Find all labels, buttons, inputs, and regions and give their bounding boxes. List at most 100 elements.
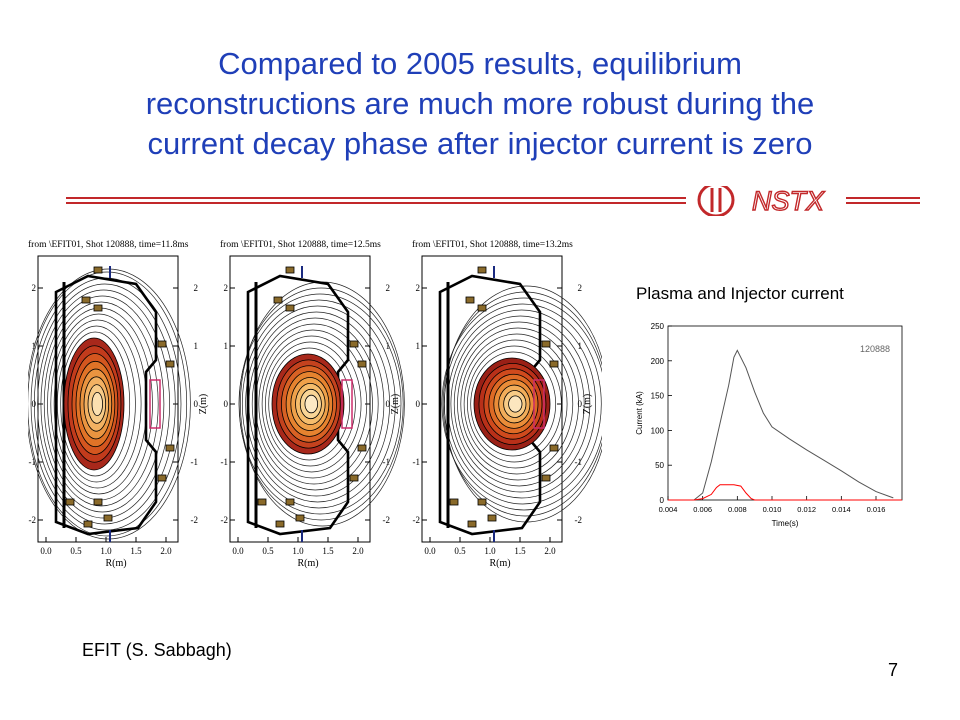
- efit-ytick-label-right: 1: [194, 341, 199, 351]
- slide-title: Compared to 2005 results, equilibrium re…: [40, 44, 920, 164]
- coil-icon: [103, 514, 113, 522]
- coil-icon: [285, 304, 295, 312]
- efit-xtick-label: 0.5: [262, 546, 274, 556]
- efit-plot: 2 21 10 0-1 -1-2 -20.0 0.5 1.0 1.5 2.0R(m)Z(m): [413, 255, 602, 569]
- efit-ytick-label: 0: [416, 399, 421, 409]
- current-plot-title: Plasma and Injector current: [636, 284, 844, 303]
- plasma-current-line: [668, 349, 894, 501]
- efit-plot: 2 21 10 0-1 -1-2 -20.0 0.5 1.0 1.5 2.0R(m)Z(m): [221, 255, 405, 569]
- coil-icon: [93, 304, 103, 312]
- current-chart-svg: 0 50 100 150 200 250 0.004 0.006 0.008 0.010 0.012…: [635, 322, 903, 528]
- efit-ytick-label: 1: [224, 341, 229, 351]
- vessel-wall: [54, 274, 158, 536]
- efit-ytick-label-right: -2: [575, 515, 583, 525]
- plasma-contours: [63, 337, 125, 471]
- header-rule-logo: NSTX: [66, 186, 920, 216]
- efit-ytick-label-right: 2: [578, 283, 583, 293]
- coil-icon: [541, 474, 551, 482]
- efit-ytick-label: -1: [221, 457, 229, 467]
- efit-ytick-label-right: 0: [578, 399, 583, 409]
- x-tick-label: 0.014: [832, 505, 851, 514]
- efit-ytick-label: 1: [416, 341, 421, 351]
- efit-panel-1: from \EFIT01, Shot 120888, time=11.8ms 2…: [28, 240, 218, 570]
- coil-icon: [541, 340, 551, 348]
- efit-ytick-label: -1: [413, 457, 421, 467]
- efit-header: from \EFIT01, Shot 120888, time=11.8ms: [28, 240, 189, 250]
- efit-xtick-label: 2.0: [544, 546, 556, 556]
- efit-ylabel: Z(m): [198, 394, 209, 415]
- efit-xlabel: R(m): [297, 558, 318, 569]
- vessel-wall: [246, 274, 350, 536]
- coil-icon: [477, 304, 487, 312]
- x-tick-label: 0.004: [659, 505, 678, 514]
- coil-icon: [285, 498, 295, 506]
- efit-panel-2: from \EFIT01, Shot 120888, time=12.5ms 2…: [220, 240, 410, 570]
- coil-icon: [273, 296, 283, 304]
- plasma-contours: [271, 353, 345, 455]
- page-number: 7: [888, 660, 899, 680]
- coil-icon: [157, 340, 167, 348]
- nstx-logo-icon: [697, 186, 735, 216]
- efit-ytick-label-right: -1: [383, 457, 391, 467]
- title-line-2: reconstructions are much more robust dur…: [145, 86, 815, 121]
- efit-xtick-label: 1.5: [130, 546, 142, 556]
- x-tick-label: 0.012: [797, 505, 816, 514]
- efit-xtick-label: 2.0: [160, 546, 172, 556]
- coil-icon: [81, 296, 91, 304]
- efit-ytick-label-right: -1: [575, 457, 583, 467]
- coil-icon: [449, 498, 459, 506]
- y-tick-label: 100: [651, 426, 665, 435]
- shot-annotation: 120888: [860, 344, 890, 354]
- coil-icon: [477, 266, 487, 274]
- efit-ytick-label-right: -2: [191, 515, 199, 525]
- efit-ytick-label: 0: [224, 399, 229, 409]
- efit-ytick-label-right: 0: [386, 399, 391, 409]
- coil-icon: [165, 360, 175, 368]
- efit-xtick-label: 1.5: [322, 546, 334, 556]
- efit-xtick-label: 1.5: [514, 546, 526, 556]
- current-chart: 0 50 100 150 200 250 0.004 0.006 0.008 0.010 0.012…: [620, 318, 910, 548]
- coil-icon: [357, 360, 367, 368]
- efit-xtick-label: 0.5: [70, 546, 82, 556]
- efit-plot: 2 21 10 0-1 -1-2 -20.0 0.5 1.0 1.5 2.0R(m)Z(m): [28, 255, 209, 569]
- title-line-1: Compared to 2005 results, equilibrium: [218, 46, 742, 81]
- logo-text: NSTX: [752, 186, 825, 216]
- coil-icon: [549, 444, 559, 452]
- efit-ytick-label-right: -1: [191, 457, 199, 467]
- y-axis-label: Current (kA): [635, 391, 644, 435]
- coil-icon: [349, 340, 359, 348]
- coil-icon: [65, 498, 75, 506]
- x-tick-label: 0.008: [728, 505, 747, 514]
- y-tick-label: 0: [660, 496, 665, 505]
- efit-xtick-label: 1.0: [484, 546, 496, 556]
- efit-ytick-label: -1: [29, 457, 37, 467]
- y-tick-label: 250: [651, 322, 665, 331]
- coil-icon: [477, 498, 487, 506]
- efit-xtick-label: 1.0: [100, 546, 112, 556]
- coil-icon: [357, 444, 367, 452]
- efit-ytick-label-right: 2: [194, 283, 199, 293]
- coil-icon: [275, 520, 285, 528]
- plasma-contours: [473, 357, 551, 451]
- efit-ytick-label: -2: [29, 515, 37, 525]
- efit-xtick-label: 0.0: [232, 546, 244, 556]
- efit-ytick-label: 1: [32, 341, 37, 351]
- coil-icon: [285, 266, 295, 274]
- efit-header: from \EFIT01, Shot 120888, time=12.5ms: [220, 240, 381, 250]
- efit-frame: [421, 255, 563, 543]
- coil-icon: [93, 266, 103, 274]
- coil-icon: [257, 498, 267, 506]
- coil-icon: [349, 474, 359, 482]
- efit-ytick-label-right: -2: [383, 515, 391, 525]
- efit-ytick-label: -2: [413, 515, 421, 525]
- y-tick-label: 200: [651, 357, 665, 366]
- efit-panels: from \EFIT01, Shot 120888, time=11.8ms 2…: [28, 240, 608, 570]
- x-tick-label: 0.016: [867, 505, 886, 514]
- coil-icon: [465, 296, 475, 304]
- efit-panel-3: from \EFIT01, Shot 120888, time=13.2ms 2…: [412, 240, 602, 570]
- coil-icon: [549, 360, 559, 368]
- y-tick-label: 150: [651, 392, 665, 401]
- efit-frame: [229, 255, 371, 543]
- coil-icon: [295, 514, 305, 522]
- efit-ytick-label: 2: [224, 283, 229, 293]
